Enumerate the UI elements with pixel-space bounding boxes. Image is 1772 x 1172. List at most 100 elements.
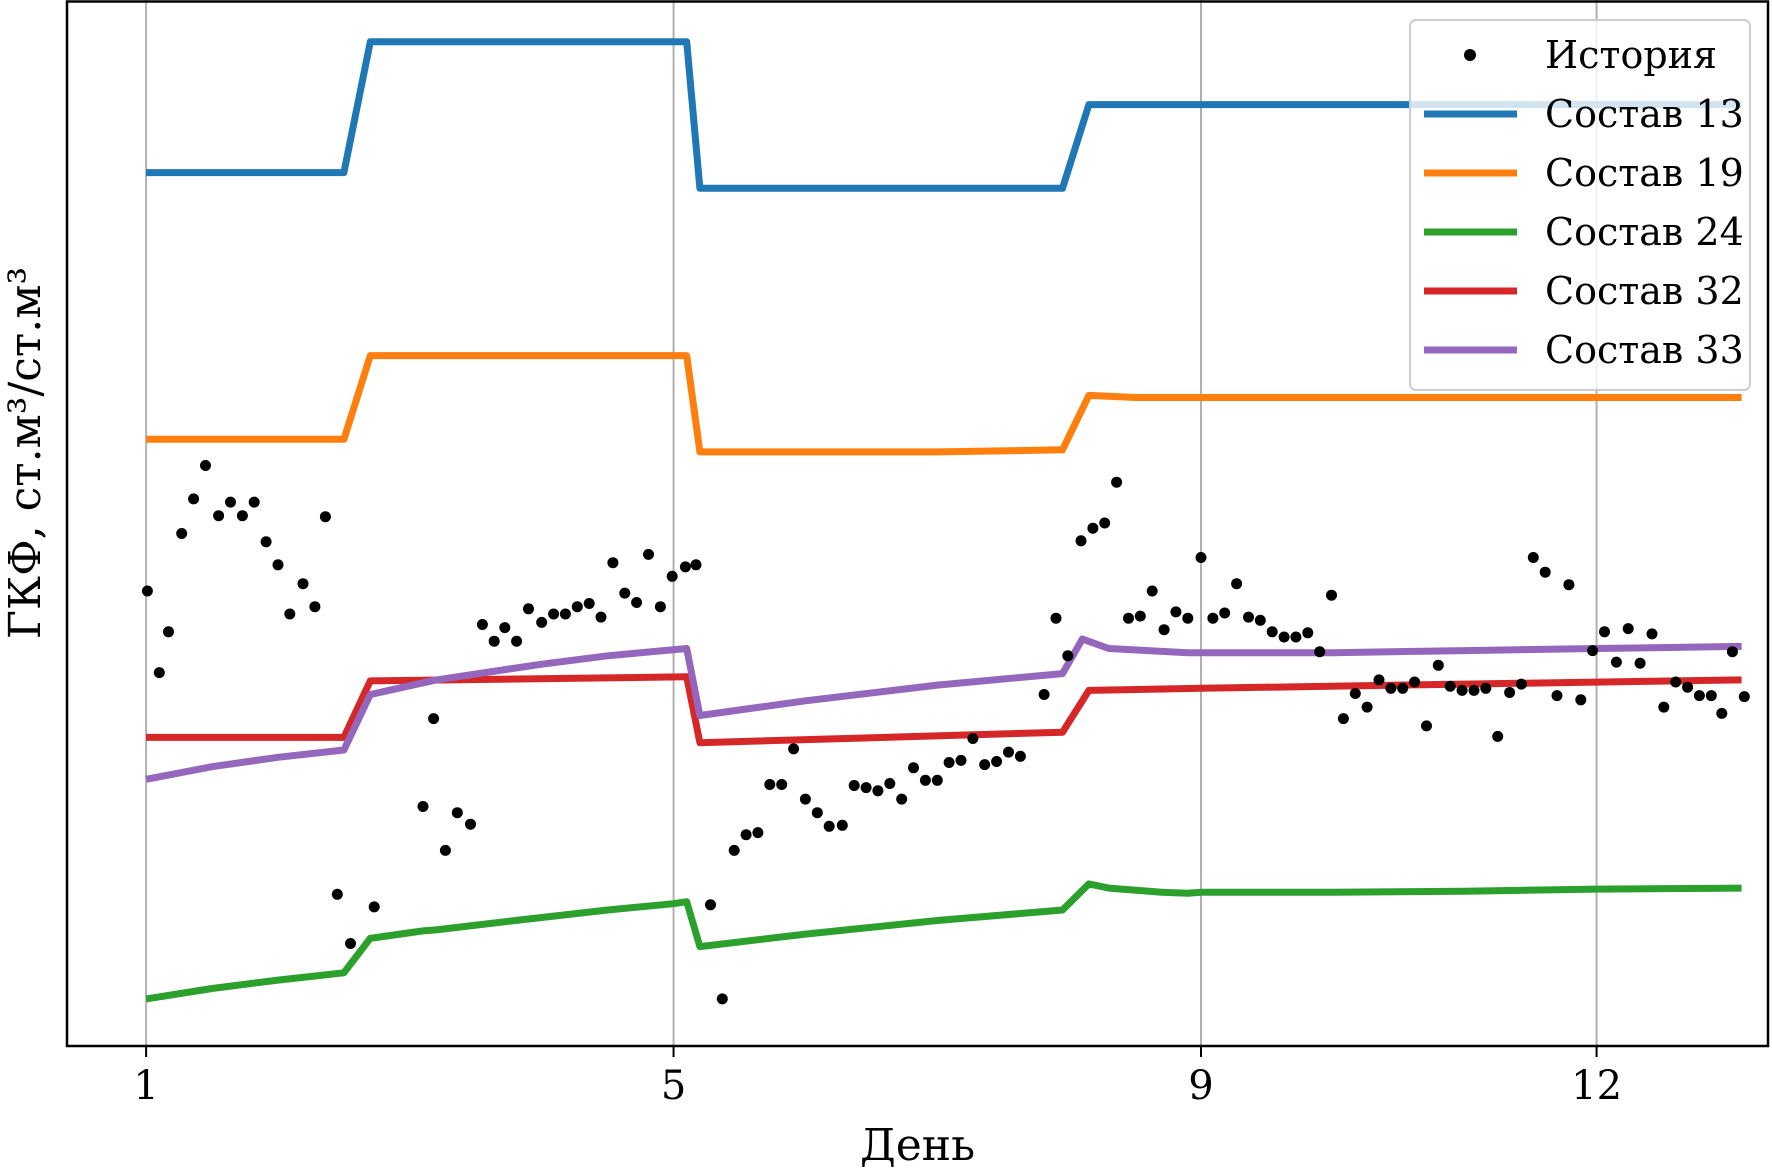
history-point — [163, 626, 174, 638]
history-point — [1444, 680, 1456, 692]
history-point — [439, 844, 451, 856]
history-point — [848, 780, 860, 791]
history-point — [1014, 750, 1026, 762]
history-point — [1314, 646, 1326, 658]
history-point — [1003, 746, 1014, 758]
history-point — [1705, 690, 1717, 702]
history-point — [1658, 701, 1670, 713]
history-point — [583, 598, 595, 609]
history-point — [943, 757, 955, 768]
history-point — [752, 827, 764, 839]
history-point — [654, 601, 666, 613]
history-point — [153, 667, 165, 679]
history-point — [1326, 589, 1337, 601]
history-point — [188, 493, 200, 505]
history-point — [1599, 626, 1610, 638]
x-tick-label: 1 — [133, 1063, 158, 1109]
series-lines — [145, 38, 1742, 1003]
history-point — [309, 601, 321, 613]
history-point — [1075, 535, 1087, 547]
history-point — [236, 510, 248, 522]
history-point — [297, 578, 309, 590]
history-point — [536, 616, 548, 628]
history-point — [607, 557, 619, 569]
x-axis-label: День — [860, 1120, 975, 1171]
history-point — [1563, 579, 1575, 591]
history-point — [213, 510, 225, 522]
history-point — [1170, 606, 1182, 618]
history-point — [1421, 720, 1432, 732]
x-axis-ticks: 1 5 9 12 — [133, 1046, 1622, 1109]
series-line-s24 — [145, 880, 1742, 1003]
history-point — [716, 993, 728, 1005]
history-point — [1062, 650, 1074, 662]
history-point — [1527, 552, 1539, 563]
history-point — [1456, 684, 1468, 696]
history-point — [1504, 687, 1516, 698]
plot-frame — [65, 0, 1770, 1048]
history-point — [465, 818, 476, 830]
history-point — [799, 793, 811, 805]
legend-label: Состав 19 — [1545, 151, 1744, 195]
history-point — [1099, 517, 1111, 529]
history-point — [1123, 612, 1134, 624]
history-point — [1243, 611, 1254, 623]
history-point — [1373, 674, 1385, 686]
history-point — [1278, 631, 1290, 643]
history-point — [428, 713, 440, 725]
history-point — [1515, 678, 1527, 690]
history-point — [476, 619, 488, 630]
history-point — [1195, 552, 1207, 563]
legend-label: Состав 24 — [1545, 210, 1744, 254]
history-point — [1302, 627, 1314, 639]
history-point — [705, 899, 716, 911]
history-point — [1575, 694, 1587, 706]
history-point — [643, 548, 654, 560]
history-point — [260, 536, 272, 548]
history-point — [991, 756, 1003, 767]
history-point — [1646, 628, 1658, 640]
history-point — [836, 819, 848, 831]
series-line-s13 — [146, 38, 1742, 192]
history-point — [368, 901, 380, 913]
history-point — [595, 611, 607, 623]
history-point — [1551, 690, 1563, 702]
history-point — [548, 608, 560, 620]
history-point — [1716, 707, 1728, 719]
history-point — [776, 779, 788, 790]
history-point — [979, 759, 991, 771]
history-point — [1693, 690, 1705, 702]
history-point — [1134, 610, 1146, 622]
history-point — [1254, 614, 1266, 626]
series-line-s19 — [146, 352, 1742, 456]
history-point — [451, 807, 463, 819]
history-point — [631, 597, 643, 608]
history-point — [1587, 645, 1599, 657]
history-point — [908, 762, 919, 774]
history-point — [967, 733, 979, 744]
history-point — [200, 460, 211, 471]
history-point — [1087, 522, 1099, 534]
history-point — [955, 754, 967, 766]
history-point — [499, 622, 511, 634]
history-point — [1670, 676, 1682, 688]
series-line-s33 — [145, 635, 1742, 783]
history-point — [884, 778, 896, 789]
history-point — [571, 601, 583, 613]
history-point — [1158, 624, 1170, 636]
legend-label: Состав 13 — [1545, 92, 1744, 136]
history-point — [176, 528, 188, 539]
history-point — [1111, 476, 1123, 488]
history-point — [417, 801, 429, 812]
history-point — [1266, 626, 1278, 638]
history-point — [931, 774, 943, 786]
history-point — [1385, 682, 1397, 694]
history-point — [764, 779, 776, 790]
y-axis-label: ГКФ, ст.м³/ст.м³ — [0, 267, 51, 639]
history-point — [1337, 713, 1349, 725]
history-point — [679, 561, 691, 573]
history-point — [823, 820, 835, 832]
history-point — [1050, 612, 1062, 624]
history-point — [1622, 623, 1634, 635]
